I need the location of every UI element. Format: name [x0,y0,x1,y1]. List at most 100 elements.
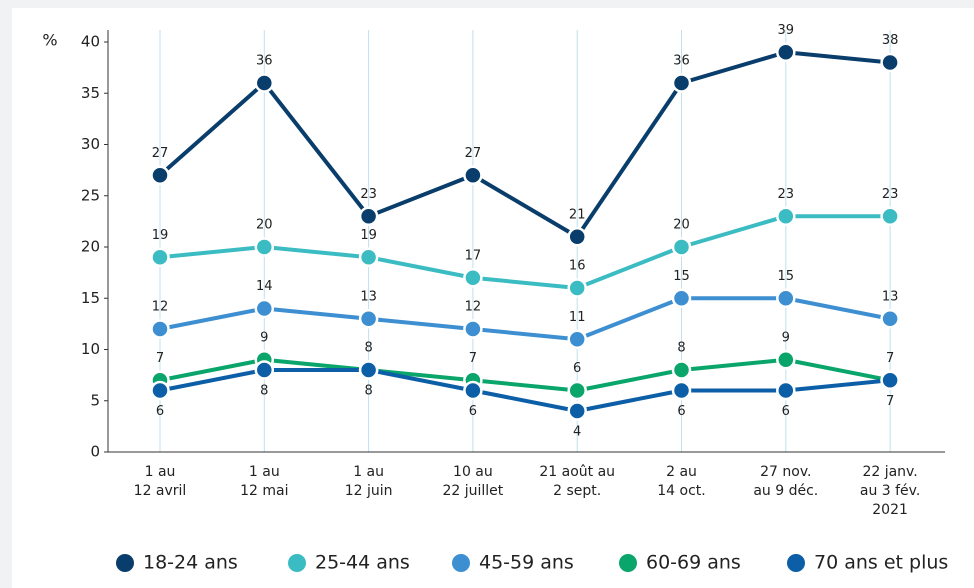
data-label: 8 [260,384,268,399]
data-point [358,360,379,380]
y-tick-label: 10 [81,340,100,358]
data-label: 7 [469,351,477,366]
legend-label: 60-69 ans [646,552,741,574]
data-point [254,360,275,380]
data-label: 13 [882,289,899,304]
data-label: 6 [156,404,164,419]
y-axis-label: % [42,31,57,50]
data-point [463,380,483,401]
data-point [776,42,796,62]
data-label: 20 [256,218,273,233]
data-point [776,380,796,401]
data-point [150,247,170,267]
data-point [463,268,483,288]
y-tick-label: 25 [81,186,100,204]
data-label: 9 [782,330,790,345]
data-label: 12 [152,300,169,315]
data-label: 6 [469,404,477,419]
chart-panel [12,8,974,588]
data-label: 20 [673,218,690,233]
data-point [776,350,796,370]
data-point [254,73,275,93]
data-point [567,227,587,247]
data-point [150,165,170,185]
data-label: 6 [677,404,685,419]
data-point [880,52,900,73]
y-tick-label: 35 [81,84,100,102]
data-point [776,288,796,308]
data-label: 23 [360,187,377,202]
data-label: 14 [256,279,273,294]
data-point [671,288,692,308]
x-tick-label: 1 au 12 juin [344,464,393,499]
data-label: 16 [569,259,586,274]
x-tick-label: 2 au 14 oct. [657,464,706,499]
data-label: 6 [573,361,581,376]
y-tick-label: 20 [81,238,100,256]
legend-label: 25-44 ans [315,552,410,574]
data-point [358,309,379,329]
data-point [463,165,483,185]
data-label: 7 [886,351,894,366]
data-label: 6 [782,404,790,419]
data-label: 27 [152,146,169,161]
data-label: 12 [465,300,482,315]
data-label: 7 [886,394,894,409]
legend-marker [288,554,306,572]
data-point [880,370,900,390]
data-label: 11 [569,310,586,325]
series-line [159,368,891,413]
legend-label: 70 ans et plus [814,552,948,574]
data-point [150,319,170,339]
series-line [159,214,891,290]
y-tick-label: 5 [90,391,100,409]
x-tick-label: 1 au 12 mai [240,464,289,499]
data-point [880,206,900,226]
data-label: 4 [573,425,581,440]
data-point [463,319,483,339]
legend-marker [116,554,134,572]
data-point [567,329,587,349]
data-label: 38 [882,33,899,48]
data-point [358,247,379,267]
data-label: 7 [156,351,164,366]
data-label: 27 [465,146,482,161]
y-tick-label: 0 [90,443,100,461]
series-line [159,357,891,393]
data-label: 36 [673,54,690,69]
legend-marker [619,554,637,572]
x-tick-label: 27 nov. au 9 déc. [753,464,819,499]
series-line [159,296,891,342]
data-label: 23 [778,187,795,202]
data-point [671,73,692,93]
data-label: 8 [364,341,372,356]
data-point [671,360,692,380]
data-label: 9 [260,330,268,345]
data-label: 15 [778,269,795,284]
x-tick-label: 21 août au 2 sept. [539,464,616,499]
data-label: 21 [569,207,586,222]
data-point [150,380,170,401]
data-label: 8 [677,341,685,356]
y-tick-label: 15 [81,289,100,307]
data-point [567,278,587,298]
data-label: 23 [882,187,899,202]
data-point [567,401,587,421]
y-tick-label: 40 [81,33,100,51]
data-label: 39 [778,23,795,38]
legend-label: 45-59 ans [479,552,574,574]
data-label: 36 [256,54,273,69]
data-label: 19 [152,228,169,243]
series-line [158,50,891,239]
data-point [254,237,275,257]
data-label: 19 [360,228,377,243]
data-point [567,380,587,401]
x-tick-label: 10 au 22 juillet [442,464,504,499]
data-point [776,206,796,226]
data-point [671,380,692,401]
x-tick-label: 1 au 12 avril [133,464,187,499]
data-label: 13 [360,289,377,304]
legend-marker [452,554,470,572]
y-tick-label: 30 [81,135,100,153]
